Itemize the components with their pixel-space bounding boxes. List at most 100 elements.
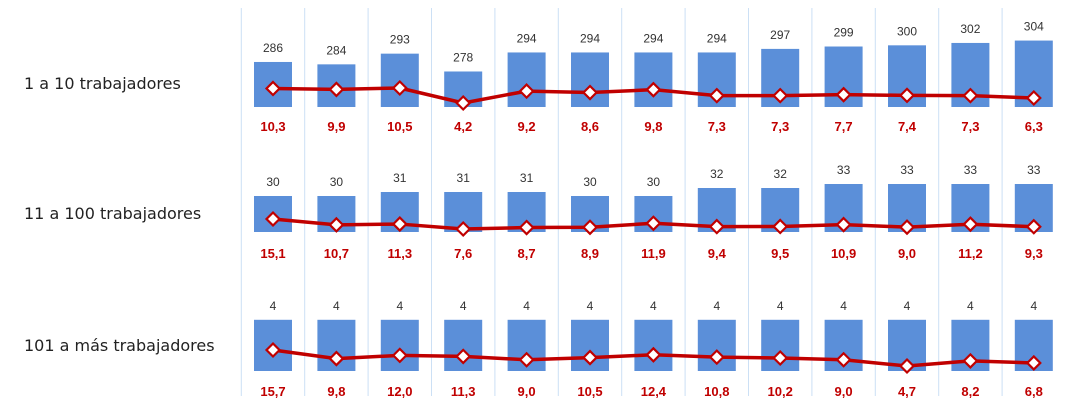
line-marker [518, 219, 535, 236]
bar-value-label: 4 [840, 299, 847, 313]
pct-label: 7,3 [771, 119, 789, 134]
bar-value-label: 294 [517, 31, 537, 45]
line-marker [1025, 354, 1042, 372]
pct-label: 15,1 [260, 246, 285, 261]
bar-value-label: 4 [270, 299, 277, 313]
pct-label: 9,8 [644, 119, 662, 134]
line-marker [645, 346, 662, 363]
bar-value-label: 31 [457, 171, 471, 185]
pct-label: 8,6 [581, 119, 599, 134]
line-marker [581, 219, 599, 236]
line-marker [835, 86, 852, 103]
bar-value-label: 284 [326, 43, 346, 57]
pct-label: 15,7 [260, 384, 285, 399]
pct-label: 10,5 [577, 384, 602, 399]
bar-value-label: 30 [266, 175, 280, 189]
line-marker [772, 218, 789, 235]
bar-value-label: 293 [390, 33, 410, 47]
bar-value-label: 33 [900, 163, 914, 177]
row-label-101-mas: 101 a más trabajadores [24, 336, 215, 355]
pct-label: 10,3 [260, 119, 285, 134]
pct-label: 12,0 [387, 384, 412, 399]
bar-value-label: 302 [960, 22, 980, 36]
bar-value-label: 297 [770, 28, 790, 42]
line-marker [772, 87, 789, 104]
pct-label: 4,2 [454, 119, 472, 134]
bar-value-label: 33 [837, 163, 851, 177]
line-marker [708, 87, 725, 104]
pct-label: 12,4 [641, 384, 667, 399]
pct-label: 7,3 [708, 119, 726, 134]
pct-label: 8,9 [581, 246, 599, 261]
row-label-11-100: 11 a 100 trabajadores [24, 204, 202, 223]
line-marker [264, 341, 282, 359]
pct-label: 9,5 [771, 246, 789, 261]
pct-label: 7,4 [898, 119, 917, 134]
line-marker [328, 81, 345, 98]
pct-label: 9,0 [898, 246, 916, 261]
pct-label: 7,6 [454, 246, 472, 261]
line-marker [264, 210, 282, 228]
bar-value-label: 294 [707, 31, 727, 45]
row-label-1-10: 1 a 10 trabajadores [24, 74, 181, 93]
pct-label: 11,9 [641, 246, 666, 261]
bar-value-label: 278 [453, 50, 473, 64]
bar-value-label: 300 [897, 24, 917, 38]
pct-label: 4,7 [898, 384, 916, 399]
line-marker [455, 348, 472, 365]
bar-r1-7 [634, 52, 673, 107]
bar-value-label: 299 [834, 26, 854, 40]
bar-value-label: 30 [647, 175, 661, 189]
pct-label: 9,0 [518, 384, 536, 399]
line-marker [391, 347, 408, 364]
bar-value-label: 294 [580, 31, 600, 45]
bar-value-label: 33 [964, 163, 978, 177]
line-marker [962, 216, 979, 233]
bar-value-label: 32 [774, 167, 788, 181]
line-marker [962, 87, 979, 104]
line-marker [962, 352, 979, 369]
bar-value-label: 32 [710, 167, 724, 181]
line-marker [708, 218, 725, 235]
pct-label: 7,3 [961, 119, 979, 134]
bar-value-label: 30 [583, 175, 597, 189]
line-marker [645, 81, 662, 98]
line-marker [1025, 218, 1042, 235]
pct-label: 6,3 [1025, 119, 1043, 134]
line-marker [391, 79, 408, 97]
line-marker [264, 80, 282, 97]
pct-label: 9,8 [327, 384, 345, 399]
pct-label: 9,9 [327, 119, 345, 134]
bar-value-label: 4 [777, 299, 784, 313]
bar-value-label: 4 [523, 299, 530, 313]
pct-label: 9,4 [708, 246, 727, 261]
bar-value-label: 286 [263, 41, 283, 55]
line-marker [1025, 89, 1042, 107]
bar-value-label: 4 [460, 299, 467, 313]
line-marker [518, 351, 535, 368]
bar-value-label: 4 [904, 299, 911, 313]
pct-label: 11,3 [388, 246, 413, 261]
line-marker [898, 87, 916, 104]
line-marker [455, 220, 472, 238]
pct-label: 8,2 [961, 384, 979, 399]
pct-label: 10,9 [831, 246, 856, 261]
pct-label: 10,5 [387, 119, 412, 134]
line-marker [898, 357, 916, 375]
bar-value-label: 294 [643, 31, 663, 45]
pct-label: 9,3 [1025, 246, 1043, 261]
line-marker [391, 216, 408, 233]
bar-value-label: 4 [967, 299, 974, 313]
bar-value-label: 4 [650, 299, 657, 313]
pct-label: 10,2 [768, 384, 793, 399]
pct-label: 7,7 [835, 119, 853, 134]
pct-label: 11,3 [451, 384, 476, 399]
pct-label: 10,8 [704, 384, 729, 399]
line-marker [518, 83, 535, 100]
bar-value-label: 33 [1027, 163, 1041, 177]
bar-value-label: 4 [333, 299, 340, 313]
line-marker [645, 215, 662, 232]
bar-value-label: 4 [713, 299, 720, 313]
